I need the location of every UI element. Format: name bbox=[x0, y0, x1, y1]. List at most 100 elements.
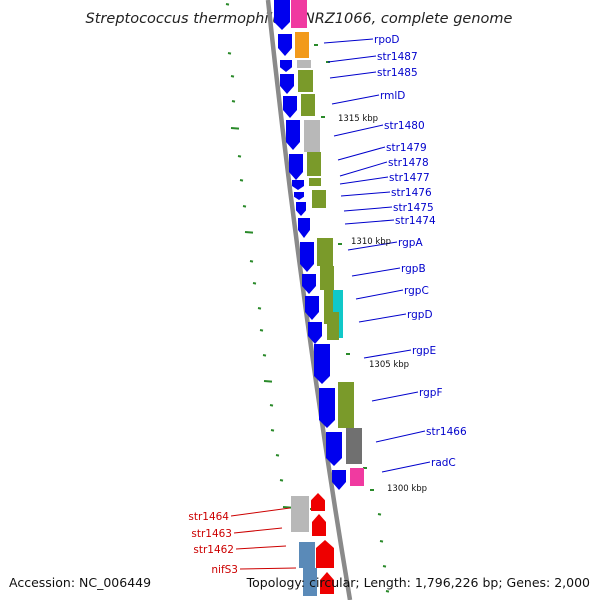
gene-label-str1466: str1466 bbox=[426, 426, 467, 438]
gene-label-rgpC: rgpC bbox=[404, 285, 429, 297]
leader-line bbox=[358, 313, 407, 323]
forward-gene-arrow bbox=[289, 154, 303, 180]
gene-label-str1462: str1462 bbox=[193, 544, 234, 556]
leader-line bbox=[347, 241, 398, 251]
gene-label-str1478: str1478 bbox=[388, 157, 429, 169]
tick-mark bbox=[252, 282, 257, 285]
leader-line bbox=[331, 94, 380, 105]
forward-gene-arrow bbox=[292, 180, 304, 190]
forward-gene-arrow bbox=[280, 60, 292, 72]
leader-line bbox=[327, 55, 377, 63]
gene-label-str1463: str1463 bbox=[191, 528, 232, 540]
leader-lines bbox=[230, 38, 431, 570]
forward-gene-arrow bbox=[326, 432, 342, 466]
gene-label-str1474: str1474 bbox=[395, 215, 436, 227]
gene-label-rmlD: rmlD bbox=[380, 90, 405, 102]
forward-gene-arrow bbox=[300, 242, 314, 272]
gene-label-rpoD: rpoD bbox=[374, 34, 400, 46]
tick-mark bbox=[385, 590, 390, 593]
leader-line bbox=[381, 461, 431, 473]
gene-label-str1479: str1479 bbox=[386, 142, 427, 154]
tick-mark bbox=[225, 3, 230, 6]
topology-text: Topology: circular; Length: 1,796,226 bp… bbox=[246, 575, 590, 590]
tick-mark bbox=[249, 260, 254, 263]
leader-line bbox=[339, 161, 388, 177]
cog-bar bbox=[298, 70, 313, 92]
cog-bar bbox=[291, 496, 309, 532]
position-marker: 1310 kbp bbox=[351, 237, 391, 247]
gene-label-rgpF: rgpF bbox=[419, 387, 443, 399]
gene-label-str1485: str1485 bbox=[377, 67, 418, 79]
forward-gene-arrow bbox=[286, 120, 300, 150]
tick-mark bbox=[230, 75, 235, 78]
cog-bar bbox=[304, 120, 320, 152]
tick-mark bbox=[269, 404, 274, 407]
forward-gene-arrow bbox=[278, 34, 292, 56]
tick-mark bbox=[263, 380, 273, 383]
cog-bar bbox=[338, 382, 354, 428]
leader-line bbox=[351, 267, 401, 277]
leader-line bbox=[344, 219, 395, 225]
reverse-gene-arrow bbox=[312, 514, 326, 536]
leader-line bbox=[329, 71, 377, 79]
tick-marks bbox=[225, 3, 390, 593]
cog-bar bbox=[350, 468, 364, 486]
position-markers: 1315 kbp 1310 kbp 1305 kbp 1300 kbp bbox=[338, 114, 427, 494]
genome-backbone bbox=[265, 0, 353, 600]
leader-line bbox=[239, 567, 297, 570]
gene-label-rgpA: rgpA bbox=[398, 237, 423, 249]
gene-features bbox=[274, 0, 346, 594]
cog-bar bbox=[301, 94, 315, 116]
cog-bar bbox=[307, 152, 321, 176]
cog-bar bbox=[297, 60, 311, 68]
cog-bar bbox=[327, 312, 339, 340]
tick-mark bbox=[242, 205, 247, 208]
gene-label-rgpB: rgpB bbox=[401, 263, 426, 275]
position-marker: 1300 kbp bbox=[387, 484, 427, 494]
tick-mark bbox=[227, 52, 232, 55]
gene-label-str1487: str1487 bbox=[377, 51, 418, 63]
leader-line bbox=[355, 289, 404, 300]
cog-bar bbox=[317, 238, 333, 266]
tick-mark bbox=[379, 540, 384, 543]
leader-line bbox=[363, 349, 412, 359]
cog-bar bbox=[295, 32, 309, 58]
forward-gene-arrow bbox=[305, 296, 319, 320]
forward-gene-arrow bbox=[283, 96, 297, 118]
forward-gene-arrow bbox=[332, 470, 346, 490]
forward-gene-arrow bbox=[319, 388, 335, 428]
tick-mark bbox=[244, 231, 254, 234]
gene-labels: rpoD str1487 str1485 rmlD str1480 str1479 str1… bbox=[188, 34, 467, 576]
leader-line bbox=[343, 206, 393, 212]
tick-mark bbox=[275, 454, 280, 457]
gene-label-radC: radC bbox=[431, 457, 456, 469]
leader-line bbox=[323, 38, 374, 44]
tick-mark bbox=[270, 429, 275, 432]
tick-mark bbox=[259, 329, 264, 332]
tick-mark bbox=[239, 179, 244, 182]
gene-label-str1480: str1480 bbox=[384, 120, 425, 132]
leader-line bbox=[230, 507, 291, 517]
tick-mark bbox=[282, 506, 292, 509]
forward-gene-arrow bbox=[314, 344, 330, 384]
forward-gene-arrow bbox=[296, 202, 306, 216]
cog-bar bbox=[309, 178, 321, 186]
cog-bar bbox=[303, 568, 317, 596]
gene-label-nifS3: nifS3 bbox=[211, 564, 238, 576]
position-marker: 1305 kbp bbox=[369, 360, 409, 370]
gene-label-rgpD: rgpD bbox=[407, 309, 433, 321]
cog-bars bbox=[291, 0, 364, 596]
tick-mark bbox=[382, 565, 387, 568]
leader-line bbox=[375, 430, 426, 443]
cog-bar bbox=[291, 0, 307, 28]
leader-line bbox=[333, 124, 384, 137]
tick-mark bbox=[262, 354, 267, 357]
cog-bar bbox=[320, 266, 334, 290]
tick-mark bbox=[377, 513, 382, 516]
leader-line bbox=[340, 191, 391, 197]
forward-gene-arrow bbox=[294, 192, 304, 200]
tick-mark bbox=[230, 127, 240, 130]
forward-gene-arrow bbox=[308, 322, 322, 344]
